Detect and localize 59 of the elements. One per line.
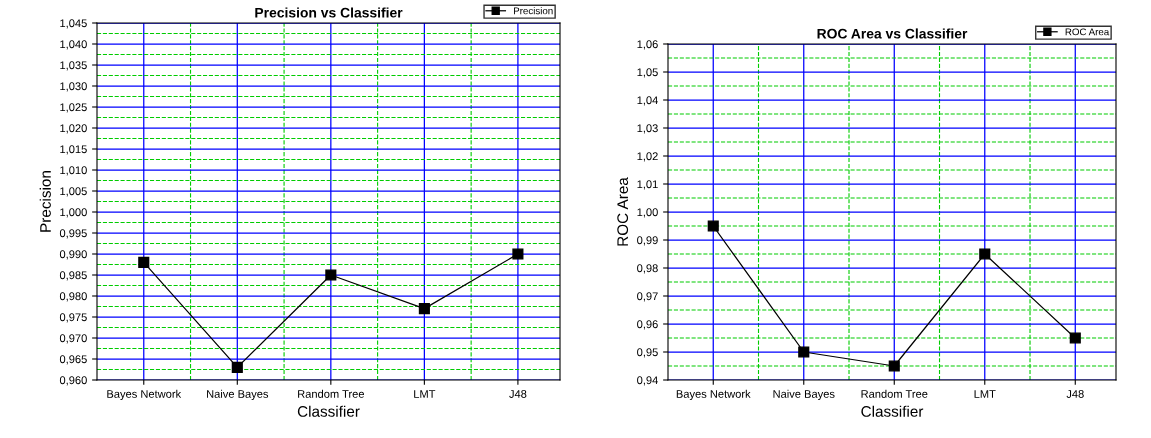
y-tick-label: 1,02 bbox=[637, 152, 658, 162]
y-tick-label: 0,94 bbox=[637, 376, 658, 386]
y-tick-label: 0,990 bbox=[59, 250, 87, 260]
x-tick-label: LMT bbox=[414, 390, 436, 398]
point bbox=[325, 269, 337, 281]
y-tick-label: 1,020 bbox=[60, 124, 87, 134]
y-tick-label: 0,99 bbox=[637, 236, 658, 246]
y-axis-title: ROC Area bbox=[617, 177, 629, 246]
y-tick-label: 1,04 bbox=[637, 96, 658, 106]
point bbox=[418, 303, 430, 315]
y-tick-label: 0,965 bbox=[59, 355, 87, 365]
y-tick-label: 0,95 bbox=[637, 348, 658, 358]
x-tick-label: Random Tree bbox=[298, 389, 365, 398]
x-tick-label: Random Tree bbox=[861, 389, 928, 398]
x-tick-label: Naive Bayes bbox=[773, 389, 835, 401]
x-tick-label: Bayes Network bbox=[107, 389, 182, 401]
x-tick-label: J48 bbox=[1066, 390, 1084, 398]
x-tick-label: LMT bbox=[974, 390, 996, 398]
y-tick-label: 1,025 bbox=[60, 103, 87, 113]
point bbox=[888, 360, 900, 372]
y-tick-label: 1,03 bbox=[637, 124, 658, 134]
y-tick-label: 1,035 bbox=[60, 61, 87, 71]
y-tick-label: 1,00 bbox=[637, 208, 658, 218]
y-tick-label: 1,030 bbox=[60, 82, 87, 92]
y-tick-label: 1,01 bbox=[637, 180, 658, 190]
y-tick-label: 1,05 bbox=[637, 68, 658, 78]
y-tick-label: 1,005 bbox=[60, 187, 87, 197]
y-tick-label: 1,040 bbox=[60, 40, 87, 50]
y-tick-label: 0,960 bbox=[59, 376, 87, 386]
point bbox=[231, 361, 243, 373]
x-tick-label: Bayes Network bbox=[676, 389, 751, 401]
point bbox=[138, 256, 150, 268]
y-axis-title: Precision bbox=[39, 171, 51, 232]
legend-label: Precision bbox=[514, 7, 553, 15]
point bbox=[512, 248, 524, 260]
point bbox=[1069, 332, 1081, 344]
y-tick-label: 1,045 bbox=[60, 19, 87, 29]
x-tick-label: Naive Bayes bbox=[207, 389, 269, 401]
y-tick-label: 0,985 bbox=[59, 271, 87, 281]
y-tick-label: 0,96 bbox=[637, 320, 658, 330]
y-tick-label: 0,980 bbox=[59, 292, 87, 302]
y-tick-label: 1,000 bbox=[60, 208, 87, 218]
chart-title: ROC Area vs Classifier bbox=[817, 28, 968, 39]
y-tick-label: 0,995 bbox=[59, 229, 87, 239]
y-tick-label: 0,975 bbox=[59, 313, 87, 323]
y-tick-label: 1,015 bbox=[60, 145, 87, 155]
x-tick-label: J48 bbox=[509, 390, 527, 398]
point bbox=[798, 346, 810, 358]
y-tick-label: 0,97 bbox=[637, 292, 658, 302]
y-tick-label: 1,010 bbox=[60, 166, 87, 176]
x-axis-title: Classifier bbox=[297, 405, 360, 417]
legend-label: ROC Area bbox=[1065, 28, 1110, 36]
y-tick-label: 1,06 bbox=[637, 40, 658, 50]
x-axis-title: Classifier bbox=[861, 405, 924, 417]
point bbox=[707, 220, 719, 232]
y-tick-label: 0,970 bbox=[59, 334, 87, 344]
point bbox=[979, 248, 991, 260]
chart-title: Precision vs Classifier bbox=[255, 7, 403, 18]
y-tick-label: 0,98 bbox=[637, 264, 658, 274]
